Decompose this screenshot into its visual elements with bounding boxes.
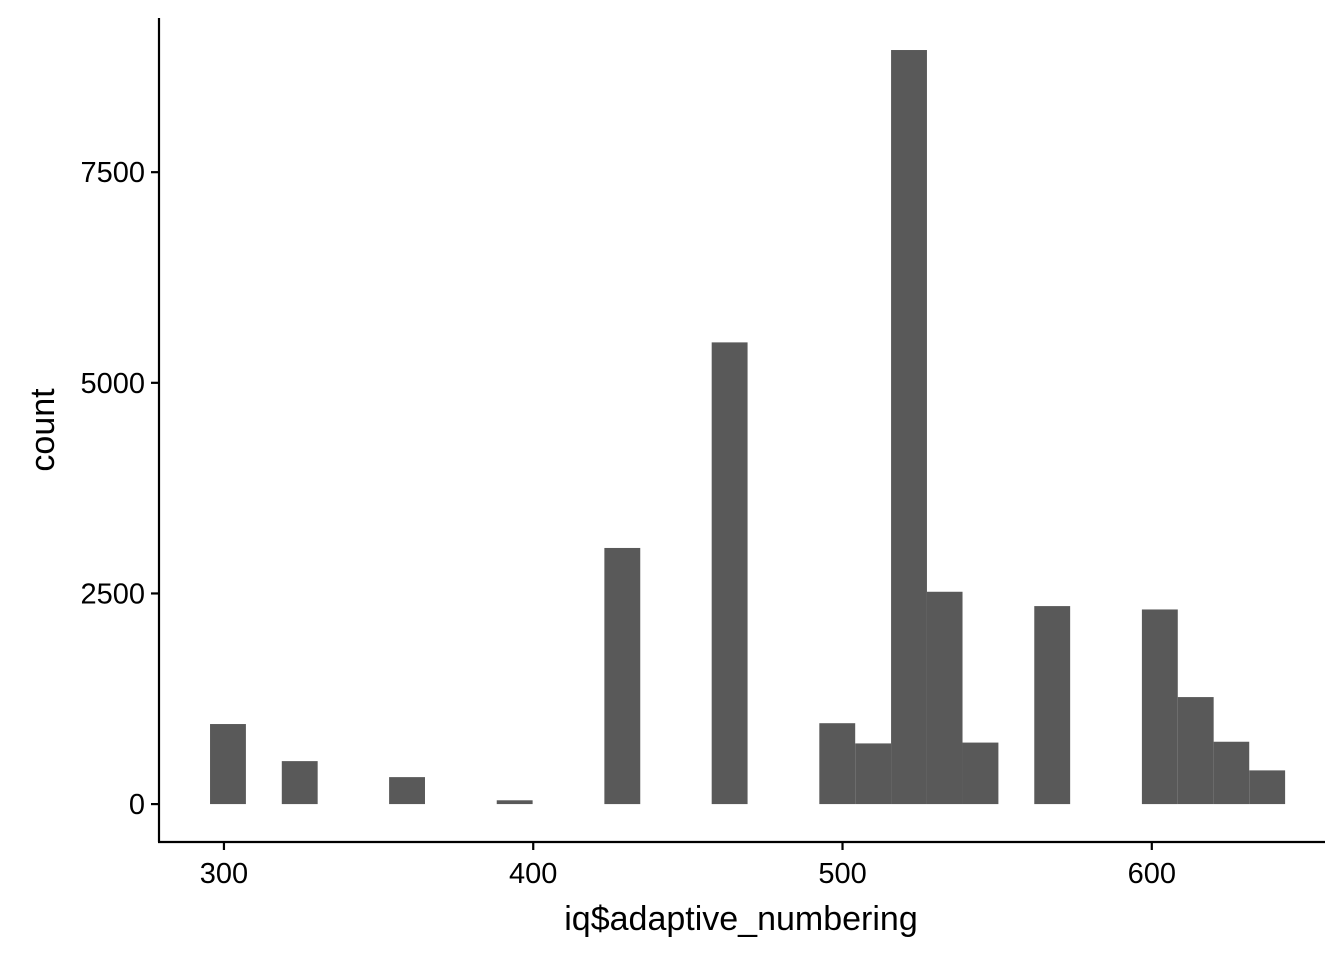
histogram-bar-9: [891, 50, 927, 805]
y-tick-label: 5000: [80, 368, 145, 400]
x-axis-title: iq$adaptive_numbering: [564, 900, 917, 938]
x-tick-label: 600: [1128, 858, 1176, 890]
x-tick-label: 400: [509, 858, 557, 890]
y-tick-label: 0: [129, 789, 145, 821]
histogram-bar-3: [389, 777, 425, 805]
axes-layer: [157, 18, 1325, 844]
bars-layer: [210, 50, 1286, 805]
x-tick-label: 500: [818, 858, 866, 890]
y-tick-label: 2500: [80, 578, 145, 610]
histogram-bar-4: [496, 800, 533, 805]
histogram-bar-16: [1249, 770, 1286, 805]
histogram-bar-6: [711, 342, 748, 805]
x-ticks-layer: 300 400 500 600: [200, 842, 1176, 890]
histogram-bar-11: [962, 742, 999, 805]
histogram-bar-14: [1177, 697, 1214, 805]
y-ticks-layer: 0 2500 5000 7500: [80, 157, 159, 821]
histogram-bar-5: [604, 547, 641, 805]
histogram-bar-13: [1141, 609, 1178, 805]
histogram-bar-15: [1213, 741, 1250, 805]
x-tick-label: 300: [200, 858, 248, 890]
y-tick-label: 7500: [80, 157, 145, 189]
histogram-bar-12: [1034, 606, 1071, 805]
histogram-bar-2: [281, 761, 318, 805]
histogram-bar-7: [819, 723, 856, 805]
histogram-bar-1: [210, 724, 246, 805]
histogram-bar-8: [855, 743, 892, 805]
histogram-bar-10: [926, 591, 963, 805]
y-axis-title: count: [24, 388, 62, 472]
